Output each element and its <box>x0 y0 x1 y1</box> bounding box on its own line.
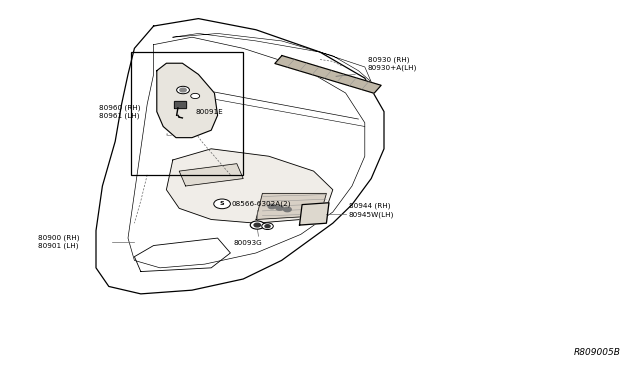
Text: 80930 (RH)
80930+A(LH): 80930 (RH) 80930+A(LH) <box>368 57 417 71</box>
Circle shape <box>191 93 200 99</box>
Polygon shape <box>174 101 186 108</box>
Text: 08566-6302A(2): 08566-6302A(2) <box>232 201 291 207</box>
Text: 80093G: 80093G <box>234 240 262 246</box>
Circle shape <box>276 206 284 210</box>
Circle shape <box>254 223 260 227</box>
Text: 80960 (RH)
80961 (LH): 80960 (RH) 80961 (LH) <box>99 104 141 119</box>
Polygon shape <box>166 149 333 223</box>
Text: 80091E: 80091E <box>195 109 223 115</box>
Polygon shape <box>275 55 381 93</box>
Polygon shape <box>179 164 243 186</box>
Polygon shape <box>96 19 384 294</box>
Polygon shape <box>256 193 326 219</box>
Text: 80900 (RH)
80901 (LH): 80900 (RH) 80901 (LH) <box>38 234 80 249</box>
Circle shape <box>284 207 291 212</box>
Circle shape <box>250 221 264 229</box>
Text: S: S <box>165 126 174 138</box>
Polygon shape <box>157 63 218 138</box>
Circle shape <box>214 199 230 209</box>
Text: S: S <box>220 201 225 206</box>
Circle shape <box>262 223 273 230</box>
Bar <box>131 52 243 175</box>
Circle shape <box>265 225 270 228</box>
Polygon shape <box>300 203 329 225</box>
Text: R809005B: R809005B <box>574 348 621 357</box>
Text: 80944 (RH)
80945W(LH): 80944 (RH) 80945W(LH) <box>349 203 394 218</box>
Circle shape <box>268 204 276 209</box>
Circle shape <box>177 86 189 94</box>
Circle shape <box>180 88 186 92</box>
